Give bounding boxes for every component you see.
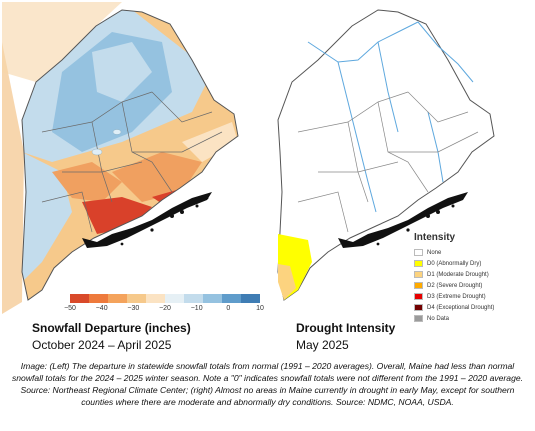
legend-swatch (414, 304, 423, 311)
colorbar-swatch (184, 294, 203, 303)
legend-item: D0 (Abnormally Dry) (414, 258, 532, 269)
county-boundaries-drought (297, 91, 479, 233)
legend-label: D3 (Extreme Drought) (427, 293, 486, 300)
snowfall-colorbar: −50 −40 −30 −20 −10 0 10 (64, 294, 264, 318)
colorbar-tick-label: −10 (190, 305, 203, 312)
legend-swatch (414, 249, 423, 256)
colorbar-swatch (70, 294, 89, 303)
left-map-subtitle: October 2024 – April 2025 (32, 338, 172, 352)
colorbar-swatch (165, 294, 184, 303)
colorbar-tick-label: 10 (256, 305, 264, 312)
coastal-islands (82, 192, 212, 248)
legend-label: D2 (Severe Drought) (427, 282, 483, 289)
legend-items: None D0 (Abnormally Dry) D1 (Moderate Drou… (414, 247, 532, 324)
colorbar-swatch (127, 294, 146, 303)
colorbar-swatch (108, 294, 127, 303)
legend-item: No Data (414, 313, 532, 324)
coastal-islands-drought (338, 192, 468, 248)
snowfall-departure-map (2, 2, 264, 314)
legend-swatch (414, 260, 423, 267)
legend-item: D3 (Extreme Drought) (414, 291, 532, 302)
colorbar-swatch (222, 294, 241, 303)
legend-swatch (414, 271, 423, 278)
left-map-title: Snowfall Departure (inches) (32, 321, 191, 335)
legend-label: No Data (427, 315, 450, 322)
legend-swatch (414, 282, 423, 289)
legend-swatch (414, 293, 423, 300)
right-map-title: Drought Intensity (296, 321, 396, 335)
legend-item: None (414, 247, 532, 258)
neighbor-region-north (2, 2, 122, 82)
colorbar-ticks: −50 −40 −30 −20 −10 0 10 (64, 303, 264, 315)
colorbar-tick-label: −40 (95, 305, 108, 312)
legend-label: None (427, 249, 442, 256)
maine-outline (21, 9, 239, 301)
legend-label: D0 (Abnormally Dry) (427, 260, 482, 267)
right-map-subtitle: May 2025 (296, 338, 349, 352)
drought-intensity-map (268, 2, 533, 314)
colorbar-tick-label: 0 (226, 305, 231, 312)
colorbar-tick-label: −30 (127, 305, 140, 312)
legend-swatch (414, 315, 423, 322)
colorbar-tick-label: −20 (159, 305, 171, 312)
colorbar-swatch (241, 294, 260, 303)
neighbor-region-west (2, 42, 24, 314)
colorbar-swatch (89, 294, 108, 303)
colorbar-tick-label: −50 (64, 305, 76, 312)
legend-item: D2 (Severe Drought) (414, 280, 532, 291)
legend-label: D1 (Moderate Drought) (427, 271, 489, 278)
legend-title: Intensity (414, 232, 456, 243)
image-caption: Image: (Left) The departure in statewide… (11, 361, 524, 407)
colorbar-swatches (70, 294, 260, 303)
lakes (91, 129, 122, 156)
legend-item: D1 (Moderate Drought) (414, 269, 532, 280)
county-boundaries (41, 91, 223, 233)
legend-item: D4 (Exceptional Drought) (414, 302, 532, 313)
colorbar-swatch (203, 294, 222, 303)
drought-area-d1 (278, 264, 296, 300)
legend-label: D4 (Exceptional Drought) (427, 304, 495, 311)
drought-legend: Intensity None D0 (Abnormally Dry) D1 (Mod… (414, 232, 532, 324)
colorbar-swatch (146, 294, 165, 303)
